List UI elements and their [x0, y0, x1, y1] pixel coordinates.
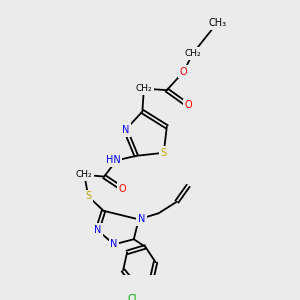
Text: O: O — [119, 184, 126, 194]
Text: O: O — [180, 67, 188, 77]
Text: N: N — [94, 225, 101, 235]
Text: N: N — [110, 239, 118, 249]
Text: S: S — [85, 191, 91, 202]
Text: CH₃: CH₃ — [208, 18, 226, 28]
Text: CH₂: CH₂ — [184, 49, 201, 58]
Text: O: O — [184, 100, 192, 110]
Text: CH₂: CH₂ — [136, 84, 152, 93]
Text: CH₂: CH₂ — [76, 170, 93, 179]
Text: N: N — [138, 214, 145, 224]
Text: S: S — [161, 148, 167, 158]
Text: N: N — [122, 125, 129, 135]
Text: Cl: Cl — [128, 294, 137, 300]
Text: HN: HN — [106, 155, 121, 165]
